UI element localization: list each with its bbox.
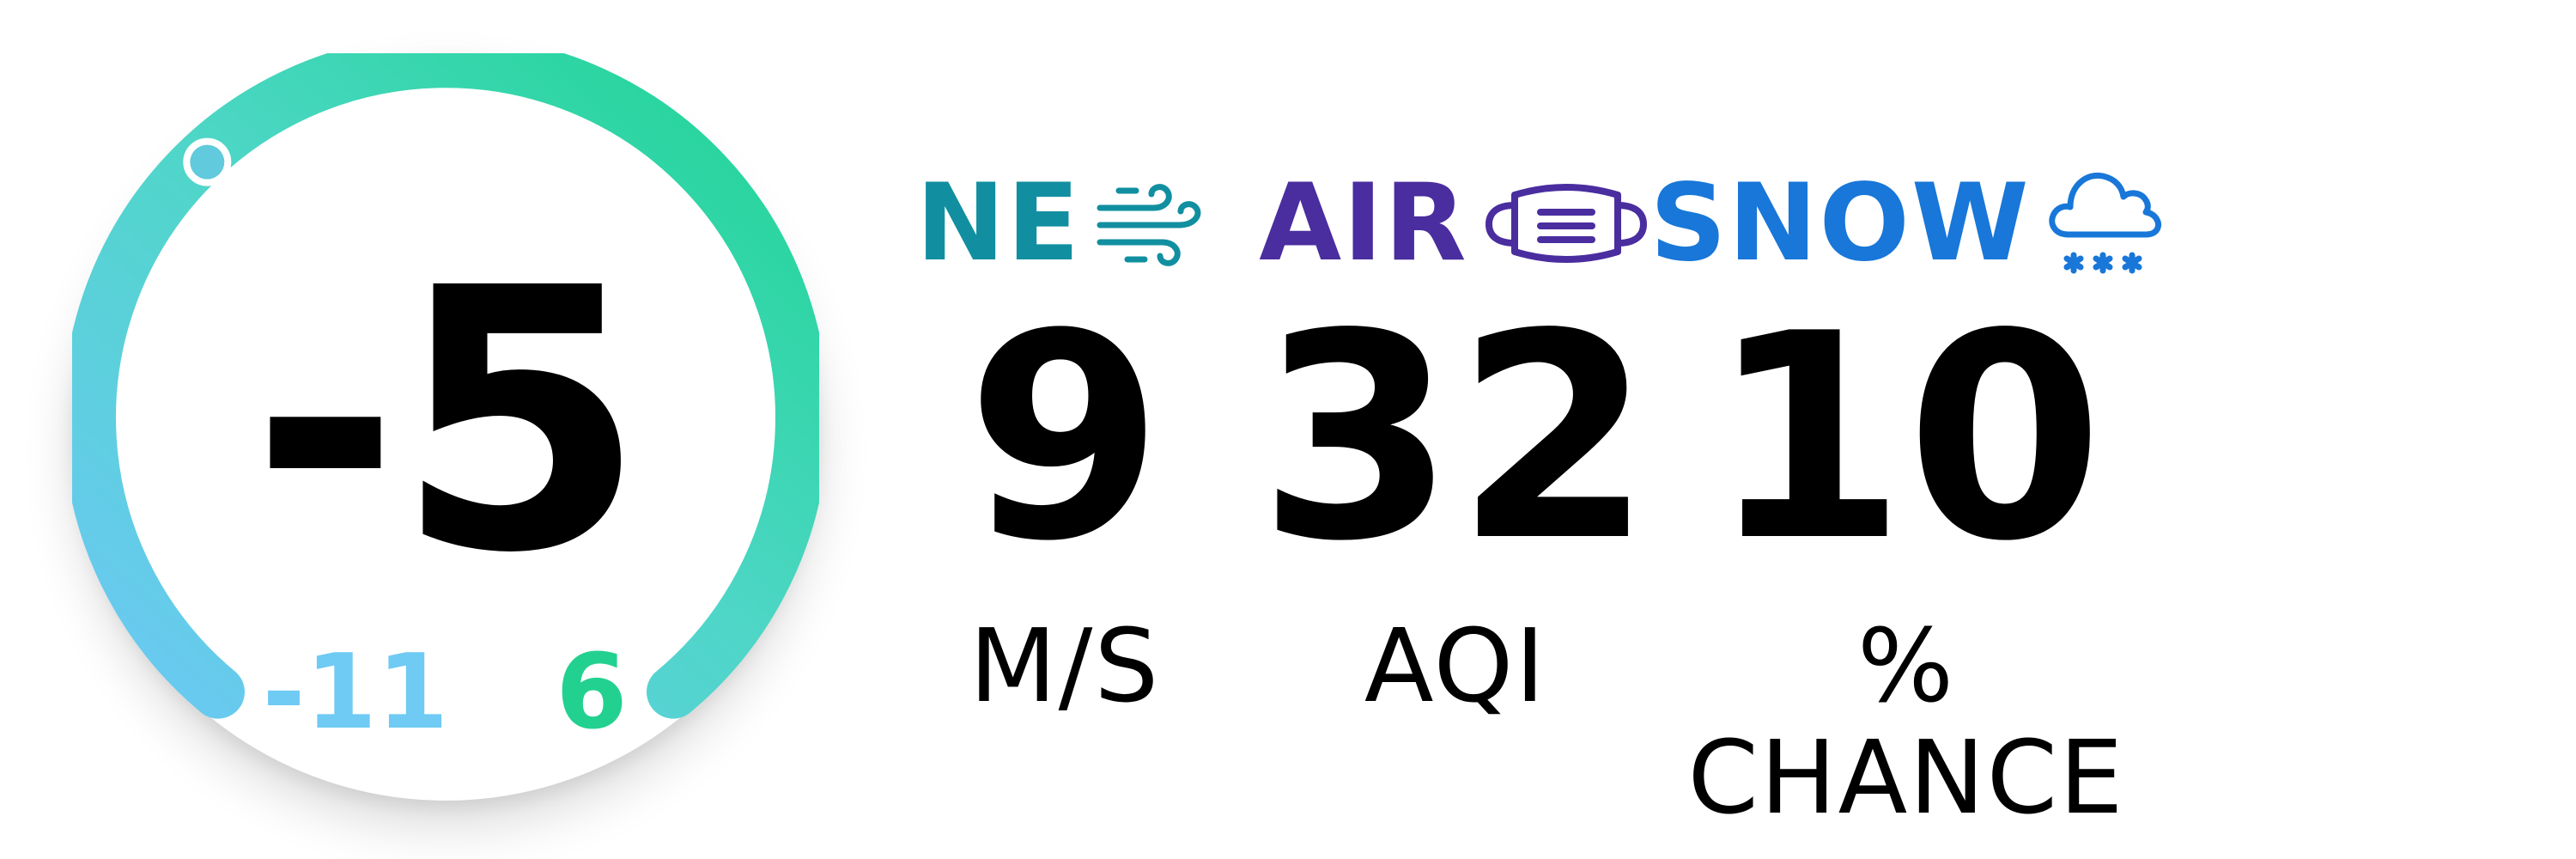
snow-stat[interactable]: SNOW 10 % CHANCE <box>1631 155 2181 833</box>
low-temperature: -11 <box>262 633 449 752</box>
air-label: AIR <box>1259 161 1468 285</box>
air-quality-index: 32 <box>1258 273 1653 603</box>
wind-icon <box>1093 172 1213 275</box>
gauge-marker-dot <box>190 144 225 180</box>
current-temperature: -5 <box>250 212 647 632</box>
wind-direction: NE <box>915 161 1082 285</box>
wind-stat[interactable]: NE 9 M/S <box>790 155 1340 756</box>
face-mask-icon <box>1480 176 1652 271</box>
gauge-arc <box>72 53 819 719</box>
high-temperature: 6 <box>556 633 628 752</box>
gauge-ring <box>72 53 819 719</box>
snow-label: SNOW <box>1649 161 2031 285</box>
snow-cloud-icon <box>2043 159 2163 288</box>
snow-header: SNOW <box>1631 155 2181 292</box>
temperature-gauge[interactable]: -5 -11 6 <box>72 53 819 801</box>
snow-chance: 10 <box>1709 273 2104 603</box>
wind-header: NE <box>790 155 1340 292</box>
air-header: AIR <box>1181 155 1730 292</box>
air-unit: AQI <box>1364 606 1547 725</box>
wind-unit: M/S <box>969 606 1161 725</box>
snow-unit: % CHANCE <box>1687 606 2125 837</box>
wind-speed: 9 <box>966 273 1163 603</box>
air-quality-stat[interactable]: AIR 32 AQI <box>1181 155 1730 756</box>
